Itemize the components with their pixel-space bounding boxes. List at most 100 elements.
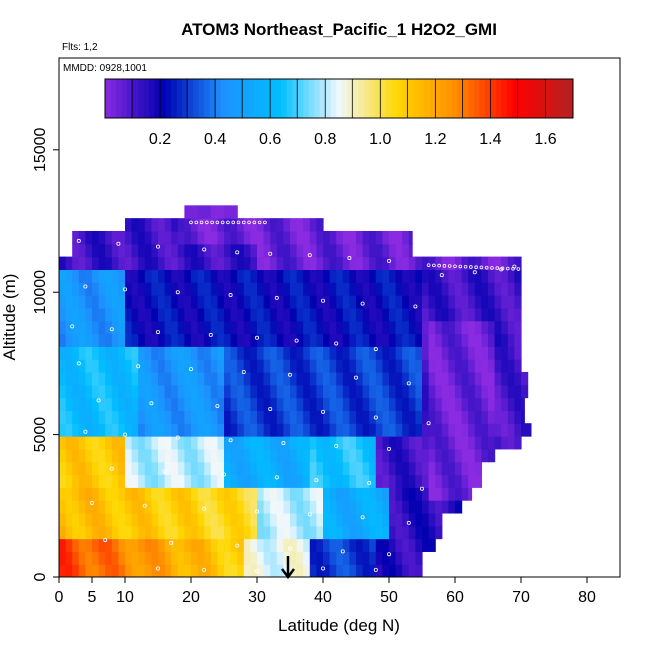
heatmap-cell bbox=[164, 384, 172, 399]
heatmap-cell bbox=[415, 474, 423, 488]
heatmap-cell bbox=[309, 384, 317, 399]
heatmap-cell bbox=[92, 333, 100, 347]
heatmap-cell bbox=[144, 295, 152, 309]
heatmap-cell bbox=[237, 564, 245, 577]
flight-point bbox=[109, 466, 114, 471]
heatmap-cell bbox=[164, 295, 172, 309]
heatmap-cell bbox=[356, 359, 364, 373]
heatmap-cell bbox=[92, 410, 100, 424]
heatmap-cell bbox=[296, 282, 304, 296]
heatmap-cell bbox=[237, 269, 245, 283]
colorbar-segment bbox=[446, 79, 453, 118]
heatmap-cell bbox=[118, 564, 126, 577]
heatmap-cell bbox=[290, 461, 298, 476]
heatmap-cell bbox=[389, 346, 397, 360]
x-tick-label: 10 bbox=[116, 589, 134, 606]
heatmap-cell bbox=[270, 461, 278, 476]
heatmap-cell bbox=[435, 397, 443, 411]
heatmap-cell bbox=[329, 500, 337, 514]
heatmap-cell bbox=[204, 295, 212, 309]
heatmap-cell bbox=[184, 205, 199, 219]
heatmap-cell bbox=[395, 474, 403, 488]
heatmap-cell bbox=[468, 397, 476, 411]
heatmap-cell bbox=[270, 256, 278, 271]
heatmap-cell bbox=[296, 230, 304, 245]
y-tick-label: 15000 bbox=[32, 127, 49, 172]
heatmap-cell bbox=[342, 564, 350, 577]
heatmap-cell bbox=[184, 410, 192, 424]
heatmap-cell bbox=[270, 410, 278, 424]
heatmap-cell bbox=[402, 410, 410, 424]
heatmap-cell bbox=[131, 474, 139, 488]
heatmap-cell bbox=[488, 359, 496, 373]
heatmap-cell bbox=[309, 282, 317, 296]
heatmap-cell bbox=[375, 512, 383, 527]
heatmap-cell bbox=[125, 384, 133, 399]
heatmap-cell bbox=[415, 346, 423, 360]
x-tick-label: 50 bbox=[380, 589, 398, 606]
heatmap-cell bbox=[468, 384, 476, 399]
heatmap-cell bbox=[257, 410, 265, 424]
flight-point bbox=[479, 265, 484, 270]
heatmap-cell bbox=[369, 256, 377, 271]
heatmap-cell bbox=[441, 307, 449, 322]
colorbar-segment bbox=[198, 79, 205, 118]
heatmap-cell bbox=[158, 307, 166, 322]
colorbar-tick-label: 0.4 bbox=[204, 131, 226, 148]
heatmap-cell bbox=[111, 243, 119, 258]
heatmap-cell bbox=[158, 256, 166, 271]
heatmap-cell bbox=[118, 525, 126, 540]
heatmap-cell bbox=[98, 333, 106, 347]
heatmap-cell bbox=[59, 282, 67, 296]
heatmap-cell bbox=[395, 448, 403, 463]
x-tick-label: 20 bbox=[182, 589, 200, 606]
flight-point bbox=[458, 264, 463, 269]
heatmap-cell bbox=[356, 525, 364, 540]
heatmap-cell bbox=[111, 397, 119, 411]
heatmap-cell bbox=[336, 359, 344, 373]
heatmap-cell bbox=[144, 243, 152, 258]
heatmap-cell bbox=[237, 295, 245, 309]
heatmap-cell bbox=[375, 230, 383, 245]
flight-point bbox=[386, 446, 391, 451]
heatmap-cell bbox=[237, 423, 245, 437]
heatmap-cell bbox=[428, 371, 436, 386]
heatmap-cell bbox=[243, 269, 251, 283]
heatmap-cell bbox=[144, 282, 152, 296]
heatmap-cell bbox=[85, 487, 93, 501]
heatmap-cell bbox=[441, 423, 449, 437]
heatmap-cell bbox=[342, 397, 350, 411]
heatmap-cell bbox=[191, 525, 199, 540]
heatmap-cell bbox=[131, 230, 139, 245]
heatmap-cell bbox=[303, 307, 311, 322]
heatmap-cell bbox=[507, 320, 515, 335]
heatmap-cell bbox=[184, 551, 192, 565]
heatmap-cell bbox=[151, 461, 159, 476]
heatmap-cell bbox=[408, 295, 416, 309]
heatmap-cell bbox=[369, 410, 377, 424]
heatmap-cell bbox=[375, 333, 383, 347]
heatmap-cell bbox=[336, 346, 344, 360]
heatmap-cell bbox=[144, 423, 152, 437]
plot-frame bbox=[58, 57, 621, 578]
heatmap-cell bbox=[85, 500, 93, 514]
heatmap-cell bbox=[224, 333, 232, 347]
heatmap-cell bbox=[415, 448, 423, 463]
heatmap-cell bbox=[243, 564, 251, 577]
heatmap-cell bbox=[210, 512, 218, 527]
heatmap-cell bbox=[158, 346, 166, 360]
heatmap-cell bbox=[125, 423, 133, 437]
heatmap-cell bbox=[98, 487, 106, 501]
heatmap-cell bbox=[329, 307, 337, 322]
chart-title: ATOM3 Northeast_Pacific_1 H2O2_GMI bbox=[181, 20, 497, 39]
flight-point bbox=[463, 264, 468, 269]
heatmap-cell bbox=[204, 269, 212, 283]
heatmap-cell bbox=[402, 538, 410, 552]
heatmap-cell bbox=[171, 256, 179, 271]
heatmap-cell bbox=[402, 461, 410, 476]
heatmap-cell bbox=[171, 448, 179, 463]
heatmap-cell bbox=[441, 384, 449, 399]
heatmap-cell bbox=[171, 359, 179, 373]
heatmap-cell bbox=[72, 564, 80, 577]
heatmap-cell bbox=[270, 525, 278, 540]
